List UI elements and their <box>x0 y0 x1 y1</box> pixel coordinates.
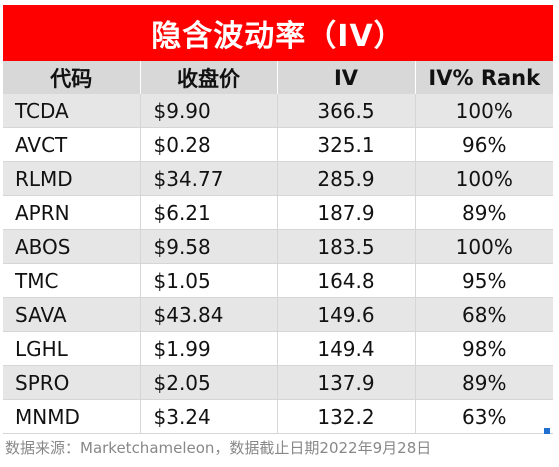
cell-price: $34.77 <box>140 161 278 196</box>
table-row: SAVA $43.84 149.6 68% <box>3 297 553 332</box>
cell-price: $43.84 <box>140 297 278 332</box>
cell-symbol: SAVA <box>3 297 141 332</box>
table-row: APRN $6.21 187.9 89% <box>3 195 553 230</box>
iv-table: 代码 收盘价 IV IV% Rank TCDA $9.90 366.5 100%… <box>3 61 553 434</box>
table-row: AVCT $0.28 325.1 96% <box>3 127 553 162</box>
column-header-price: 收盘价 <box>140 61 278 94</box>
cell-iv: 187.9 <box>277 195 416 230</box>
cell-price: $1.99 <box>140 331 278 366</box>
cell-price: $1.05 <box>140 263 278 298</box>
cell-symbol: ABOS <box>3 229 141 264</box>
cell-symbol: APRN <box>3 195 141 230</box>
cell-iv: 164.8 <box>277 263 416 298</box>
cell-iv: 137.9 <box>277 365 416 400</box>
table-row: ABOS $9.58 183.5 100% <box>3 229 553 264</box>
header-row: 代码 收盘价 IV IV% Rank <box>3 61 553 94</box>
cell-rank: 100% <box>415 94 553 128</box>
cell-iv: 285.9 <box>277 161 416 196</box>
table-title: 隐含波动率（IV） <box>3 5 553 61</box>
table-row: TMC $1.05 164.8 95% <box>3 263 553 298</box>
cell-rank: 95% <box>415 263 553 298</box>
cell-iv: 149.6 <box>277 297 416 332</box>
cell-rank: 100% <box>415 161 553 196</box>
cell-rank: 89% <box>415 365 553 400</box>
source-note: 数据来源：Marketchameleon，数据截止日期2022年9月28日 <box>5 439 432 457</box>
cell-symbol: SPRO <box>3 365 141 400</box>
cell-rank: 68% <box>415 297 553 332</box>
cell-symbol: MNMD <box>3 399 141 434</box>
column-header-iv: IV <box>277 61 416 94</box>
cell-symbol: TCDA <box>3 94 141 128</box>
cell-price: $9.90 <box>140 94 278 128</box>
cell-iv: 132.2 <box>277 399 416 434</box>
table-row: TCDA $9.90 366.5 100% <box>3 94 553 128</box>
cell-iv: 183.5 <box>277 229 416 264</box>
cell-iv: 366.5 <box>277 94 416 128</box>
cell-price: $6.21 <box>140 195 278 230</box>
table-row: MNMD $3.24 132.2 63% <box>3 399 553 434</box>
cell-iv: 149.4 <box>277 331 416 366</box>
cell-symbol: TMC <box>3 263 141 298</box>
cell-symbol: RLMD <box>3 161 141 196</box>
cell-rank: 98% <box>415 331 553 366</box>
table-row: LGHL $1.99 149.4 98% <box>3 331 553 366</box>
cell-price: $9.58 <box>140 229 278 264</box>
selection-handle-icon <box>544 428 550 434</box>
cell-iv: 325.1 <box>277 127 416 162</box>
cell-rank: 100% <box>415 229 553 264</box>
cell-rank: 96% <box>415 127 553 162</box>
column-header-rank: IV% Rank <box>415 61 553 94</box>
cell-price: $2.05 <box>140 365 278 400</box>
column-header-symbol: 代码 <box>3 61 141 94</box>
cell-price: $0.28 <box>140 127 278 162</box>
cell-rank: 89% <box>415 195 553 230</box>
cell-price: $3.24 <box>140 399 278 434</box>
cell-symbol: AVCT <box>3 127 141 162</box>
table-row: RLMD $34.77 285.9 100% <box>3 161 553 196</box>
cell-rank: 63% <box>415 399 553 434</box>
table-row: SPRO $2.05 137.9 89% <box>3 365 553 400</box>
cell-symbol: LGHL <box>3 331 141 366</box>
